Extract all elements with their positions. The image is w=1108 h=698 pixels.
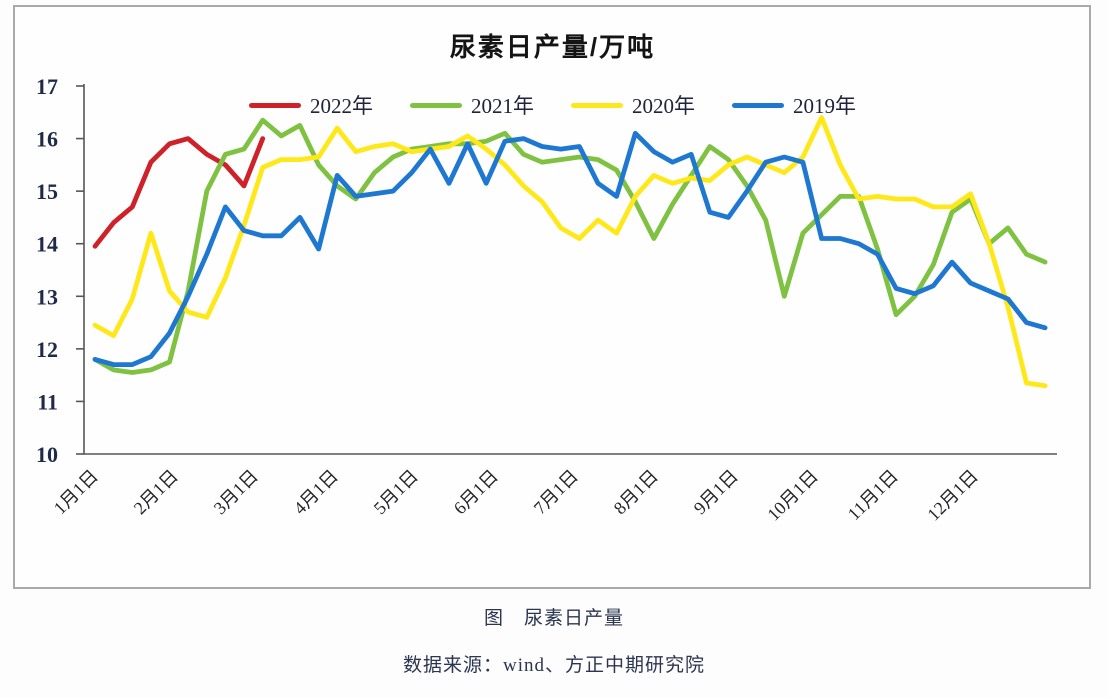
legend-swatch-2021 [410, 102, 462, 108]
y-tick-label: 11 [37, 389, 58, 414]
legend-item-2019: 2019年 [732, 90, 856, 120]
legend-swatch-2020 [571, 102, 623, 108]
y-tick-label: 10 [36, 442, 58, 467]
y-tick-label: 15 [36, 179, 58, 204]
legend-item-2020: 2020年 [571, 90, 695, 120]
y-tick-label: 13 [36, 284, 58, 309]
legend-swatch-2022 [249, 102, 301, 108]
series-line-2020年 [92, 115, 1048, 389]
legend-label-2021: 2021年 [471, 94, 534, 118]
legend-label-2022: 2022年 [310, 94, 373, 118]
figure-caption: 图 尿素日产量 [483, 608, 624, 629]
chart-title: 尿素日产量/万吨 [449, 32, 656, 62]
legend-label-2020: 2020年 [632, 94, 695, 118]
legend-swatch-2019 [732, 102, 784, 108]
legend-item-2022: 2022年 [249, 90, 373, 120]
y-tick-label: 14 [36, 232, 58, 257]
legend-label-2019: 2019年 [793, 94, 856, 118]
chart-legend: 2022年 2021年 2020年 2019年 [14, 90, 1091, 120]
y-tick-label: 12 [36, 337, 58, 362]
legend-item-2021: 2021年 [410, 90, 534, 120]
series-line-2021年 [92, 117, 1048, 375]
series-line-2022年 [92, 136, 266, 249]
data-source: 数据来源：wind、方正中期研究院 [402, 655, 705, 676]
y-tick-label: 17 [36, 74, 58, 99]
series-line-2019年 [92, 130, 1048, 368]
y-tick-label: 16 [36, 127, 58, 152]
